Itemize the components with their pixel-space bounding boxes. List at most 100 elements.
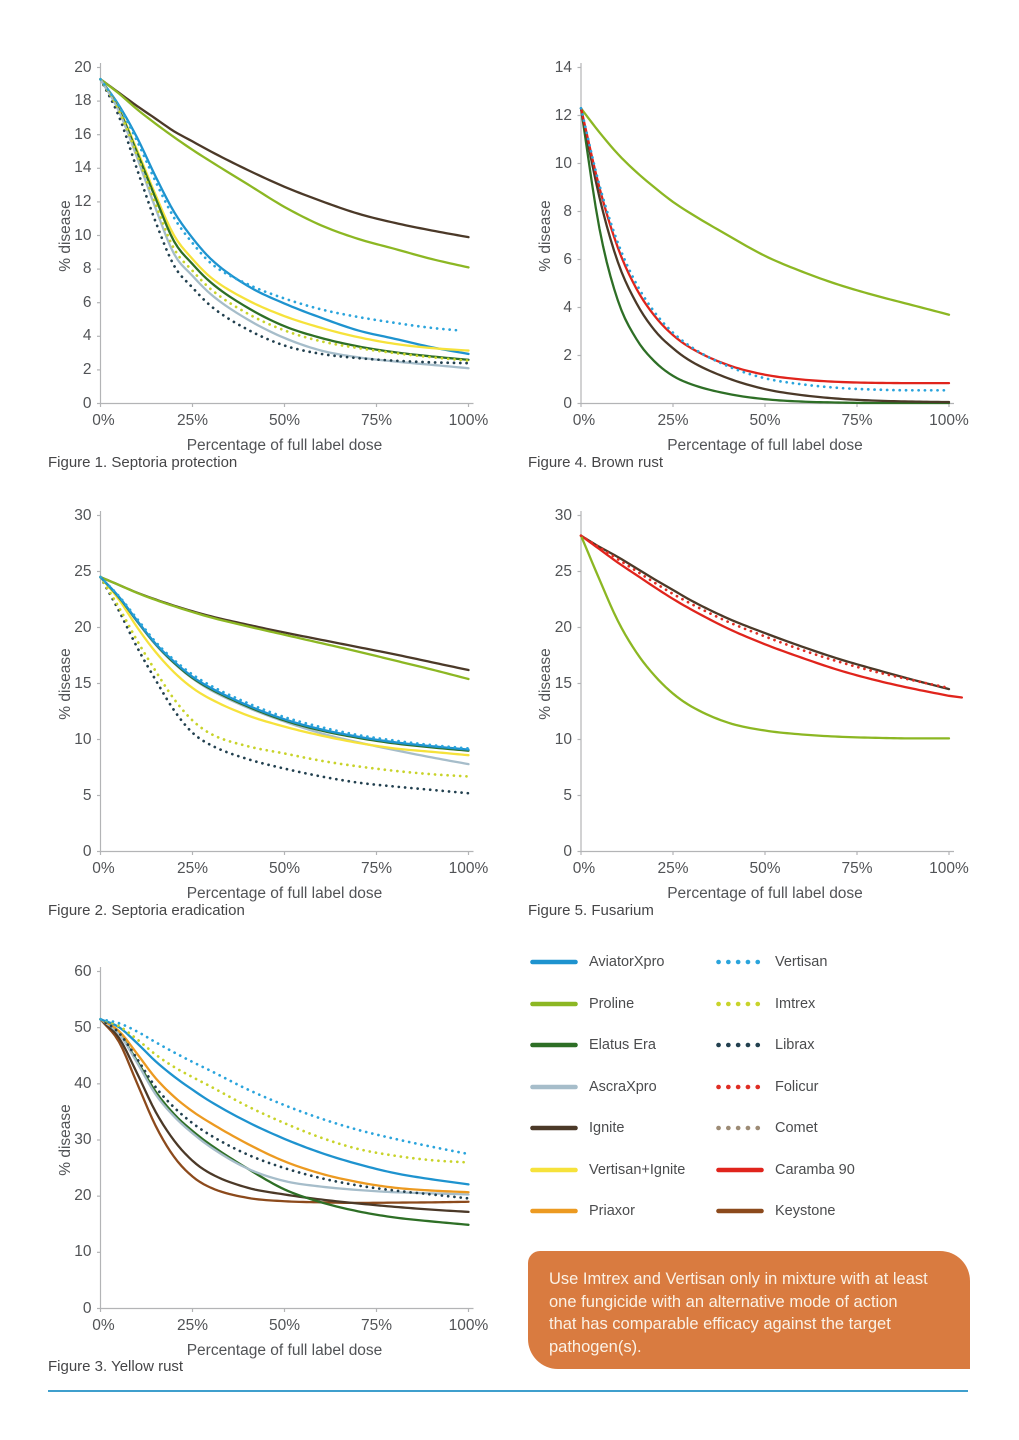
fig2-ytick-20: 20 <box>74 618 92 636</box>
legend-item-comet: Comet <box>716 1118 818 1138</box>
legend-label: Priaxor <box>589 1203 635 1219</box>
fig1-ytick-2: 2 <box>82 360 92 378</box>
fig1-ytick-0: 0 <box>82 394 92 412</box>
fig1-series-aviatorxpro <box>99 78 470 356</box>
fig1-xtick-0: 0% <box>92 412 115 429</box>
fig4-ytick-12: 12 <box>554 106 572 124</box>
legend-label: Imtrex <box>775 995 816 1012</box>
fig2-yaxis-title: % disease <box>56 647 74 720</box>
legend-swatch-solid <box>716 1208 764 1214</box>
fig5-ytick-5: 5 <box>563 786 572 804</box>
legend-swatch-dotted <box>716 1125 764 1131</box>
fig5-ytick-0: 0 <box>563 842 572 860</box>
fig1-series-proline <box>99 78 470 269</box>
callout-text: Use Imtrex and Vertisan only in mixture … <box>549 1270 928 1356</box>
fig2-ytick-30: 30 <box>74 506 92 524</box>
fig2-series-vertisan <box>99 575 470 750</box>
fig4-ytick-8: 8 <box>563 202 572 220</box>
legend-label: AscraXpro <box>589 1078 657 1095</box>
fig1-ytick-10: 10 <box>74 226 92 244</box>
fig5-series-ignite <box>579 534 951 691</box>
fig3-series-priaxor <box>99 1018 470 1194</box>
fig1-series-librax <box>99 77 470 365</box>
fig3-ytick-50: 50 <box>74 1018 92 1036</box>
legend-item-aviatorxpro: AviatorXpro <box>530 952 665 972</box>
fig2-ytick-0: 0 <box>82 842 92 860</box>
legend-item-librax: Librax <box>716 1035 815 1055</box>
legend-swatch-solid <box>530 1167 578 1172</box>
fig2-plot <box>97 511 474 855</box>
fig5-series-folicur <box>579 534 951 690</box>
fig5-xtick-25: 25% <box>657 860 689 877</box>
fig3-series-ascraxpro <box>99 1018 470 1196</box>
fig3-series-librax <box>99 1017 470 1200</box>
legend-item-ignite: Ignite <box>530 1118 624 1138</box>
fig3-plot <box>97 967 474 1312</box>
fig2-xtick-100: 100% <box>448 860 489 877</box>
divider-line <box>48 1390 968 1392</box>
fig5-series-caramba-90 <box>579 534 964 699</box>
caption-figure-1: Figure 1. Septoria protection <box>48 454 238 471</box>
fig2-xaxis-title: Percentage of full label dose <box>186 884 383 902</box>
legend-swatch-dotted <box>716 1001 764 1006</box>
fig3-xtick-100: 100% <box>448 1317 489 1334</box>
legend-item-vertisan: Vertisan <box>716 952 827 972</box>
fig4-xaxis-title: Percentage of full label dose <box>667 436 863 454</box>
fig1-plot <box>97 63 474 407</box>
legend-label: Folicur <box>775 1078 819 1095</box>
caption-figure-3: Figure 3. Yellow rust <box>48 1358 184 1375</box>
fig2-series-proline <box>99 575 470 681</box>
legend-item-keystone: Keystone <box>716 1201 835 1221</box>
caption-figure-5: Figure 5. Fusarium <box>528 902 654 919</box>
fig4-ytick-0: 0 <box>563 394 572 412</box>
fig3-ytick-10: 10 <box>74 1243 92 1261</box>
legend-label: Elatus Era <box>589 1037 656 1053</box>
legend-swatch-solid <box>530 1208 578 1214</box>
legend-item-ascraxpro: AscraXpro <box>530 1077 657 1097</box>
fig5-series-proline <box>579 534 951 740</box>
fig1-xtick-25: 25% <box>176 412 209 429</box>
fig4-plot <box>577 63 954 407</box>
fig3-xtick-75: 75% <box>360 1317 393 1334</box>
fig2-series-ignite <box>99 575 470 672</box>
fig1-xtick-50: 50% <box>268 412 301 429</box>
legend-swatch-dotted <box>716 959 764 965</box>
fig4-yaxis-title: % disease <box>537 199 554 272</box>
fig3-xtick-0: 0% <box>92 1317 115 1334</box>
fig5-ytick-15: 15 <box>554 674 572 692</box>
fig2-series-vertisan-ignite <box>99 575 470 757</box>
legend-item-folicur: Folicur <box>716 1077 819 1097</box>
fig5-xaxis-title: Percentage of full label dose <box>667 884 863 902</box>
legend-label: Vertisan <box>775 954 828 970</box>
fig5-xtick-0: 0% <box>572 860 596 877</box>
fig3-yaxis-title: % disease <box>56 1104 74 1176</box>
legend-item-imtrex: Imtrex <box>716 994 815 1014</box>
fig4-series-elatus-era <box>579 107 951 405</box>
fig1-ytick-20: 20 <box>74 58 92 76</box>
fig4-xtick-0: 0% <box>572 412 596 429</box>
fig3-xtick-50: 50% <box>268 1317 301 1334</box>
fig3-ytick-60: 60 <box>74 962 92 980</box>
caption-figure-2: Figure 2. Septoria eradication <box>48 902 245 919</box>
legend-swatch-dotted <box>716 1084 764 1089</box>
fig2-ytick-10: 10 <box>74 730 92 748</box>
fig1-yaxis-title: % disease <box>56 199 74 272</box>
legend-label: Caramba 90 <box>775 1161 855 1178</box>
fig4-ytick-14: 14 <box>554 58 572 76</box>
fig4-series-vertisan <box>579 106 951 392</box>
fig2-xtick-0: 0% <box>92 860 115 877</box>
fig5-ytick-30: 30 <box>554 506 572 524</box>
fig1-ytick-14: 14 <box>74 159 92 177</box>
fig1-ytick-16: 16 <box>74 125 92 143</box>
fig1-series-vertisan-ignite <box>99 78 470 352</box>
fig4-xtick-50: 50% <box>749 412 781 429</box>
callout-box: Use Imtrex and Vertisan only in mixture … <box>528 1251 970 1369</box>
fig1-ytick-8: 8 <box>82 260 92 278</box>
legend-item-elatus-era: Elatus Era <box>530 1035 656 1055</box>
fig4-series-ignite <box>579 107 951 404</box>
fig4-series-proline <box>579 107 951 316</box>
legend-label: Vertisan+Ignite <box>589 1161 686 1178</box>
fig5-ytick-20: 20 <box>554 618 572 636</box>
fig3-series-aviatorxpro <box>99 1018 470 1186</box>
fig1-series-elatus-era <box>99 78 470 361</box>
